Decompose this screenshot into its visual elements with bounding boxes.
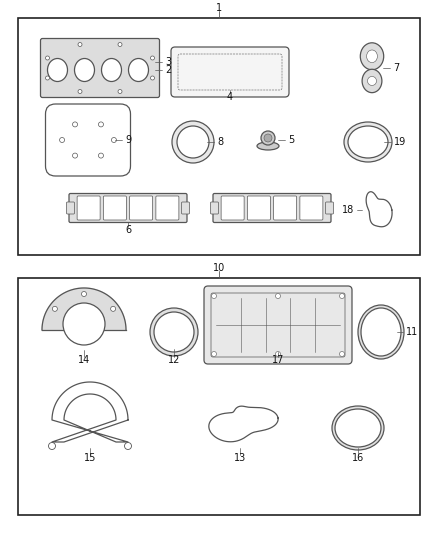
Ellipse shape [47, 59, 67, 82]
Text: 5: 5 [288, 135, 294, 145]
Text: 9: 9 [125, 135, 131, 145]
Ellipse shape [118, 90, 122, 93]
FancyBboxPatch shape [40, 38, 159, 98]
Ellipse shape [46, 76, 49, 80]
Text: 2: 2 [165, 65, 171, 75]
Ellipse shape [177, 126, 209, 158]
Ellipse shape [361, 308, 401, 356]
Ellipse shape [124, 442, 131, 449]
Ellipse shape [99, 122, 103, 127]
FancyBboxPatch shape [211, 202, 219, 214]
Ellipse shape [348, 126, 388, 158]
Ellipse shape [74, 59, 95, 82]
Ellipse shape [46, 56, 49, 60]
Text: 11: 11 [406, 327, 418, 337]
Ellipse shape [360, 43, 384, 70]
Ellipse shape [151, 76, 155, 80]
FancyBboxPatch shape [171, 47, 289, 97]
Text: 17: 17 [272, 355, 284, 365]
Bar [18, 18, 420, 255]
FancyBboxPatch shape [77, 196, 100, 220]
Ellipse shape [212, 351, 216, 357]
FancyBboxPatch shape [221, 196, 244, 220]
Ellipse shape [102, 59, 121, 82]
Text: 6: 6 [125, 225, 131, 235]
Ellipse shape [53, 306, 57, 311]
FancyBboxPatch shape [213, 193, 331, 222]
Ellipse shape [212, 294, 216, 298]
Ellipse shape [111, 306, 116, 311]
Ellipse shape [78, 43, 82, 46]
Ellipse shape [362, 69, 382, 93]
Text: 8: 8 [217, 137, 223, 147]
FancyBboxPatch shape [300, 196, 323, 220]
FancyBboxPatch shape [67, 202, 74, 214]
Text: 19: 19 [394, 137, 406, 147]
Ellipse shape [261, 131, 275, 145]
Text: 18: 18 [342, 205, 354, 215]
Bar [18, 278, 420, 515]
Text: 14: 14 [78, 355, 90, 365]
FancyBboxPatch shape [156, 196, 179, 220]
FancyBboxPatch shape [247, 196, 270, 220]
Ellipse shape [172, 121, 214, 163]
Ellipse shape [63, 303, 105, 345]
Ellipse shape [151, 56, 155, 60]
Ellipse shape [118, 43, 122, 46]
Text: 10: 10 [213, 263, 225, 273]
Text: 7: 7 [393, 63, 399, 73]
Ellipse shape [339, 294, 345, 298]
Ellipse shape [358, 305, 404, 359]
Text: 16: 16 [352, 453, 364, 463]
Ellipse shape [276, 351, 280, 357]
Ellipse shape [367, 76, 377, 85]
FancyBboxPatch shape [103, 196, 127, 220]
Ellipse shape [154, 312, 194, 352]
Ellipse shape [111, 138, 117, 142]
Ellipse shape [332, 406, 384, 450]
Ellipse shape [367, 50, 378, 62]
Ellipse shape [344, 122, 392, 162]
Ellipse shape [150, 308, 198, 356]
Text: 3: 3 [165, 57, 171, 67]
Ellipse shape [257, 142, 279, 150]
Ellipse shape [73, 153, 78, 158]
Text: 13: 13 [234, 453, 246, 463]
Text: 12: 12 [168, 355, 180, 365]
FancyBboxPatch shape [204, 286, 352, 364]
FancyBboxPatch shape [69, 193, 187, 222]
Ellipse shape [99, 153, 103, 158]
Ellipse shape [49, 442, 56, 449]
Ellipse shape [78, 90, 82, 93]
FancyBboxPatch shape [46, 104, 131, 176]
FancyBboxPatch shape [130, 196, 152, 220]
Text: 15: 15 [84, 453, 96, 463]
Text: 4: 4 [227, 92, 233, 102]
Ellipse shape [339, 351, 345, 357]
Ellipse shape [335, 409, 381, 447]
Ellipse shape [128, 59, 148, 82]
Polygon shape [42, 288, 126, 330]
Ellipse shape [264, 134, 272, 142]
Text: 1: 1 [216, 3, 222, 13]
Ellipse shape [60, 138, 64, 142]
Ellipse shape [276, 294, 280, 298]
FancyBboxPatch shape [325, 202, 333, 214]
Ellipse shape [73, 122, 78, 127]
FancyBboxPatch shape [274, 196, 297, 220]
Ellipse shape [81, 292, 86, 296]
FancyBboxPatch shape [181, 202, 190, 214]
